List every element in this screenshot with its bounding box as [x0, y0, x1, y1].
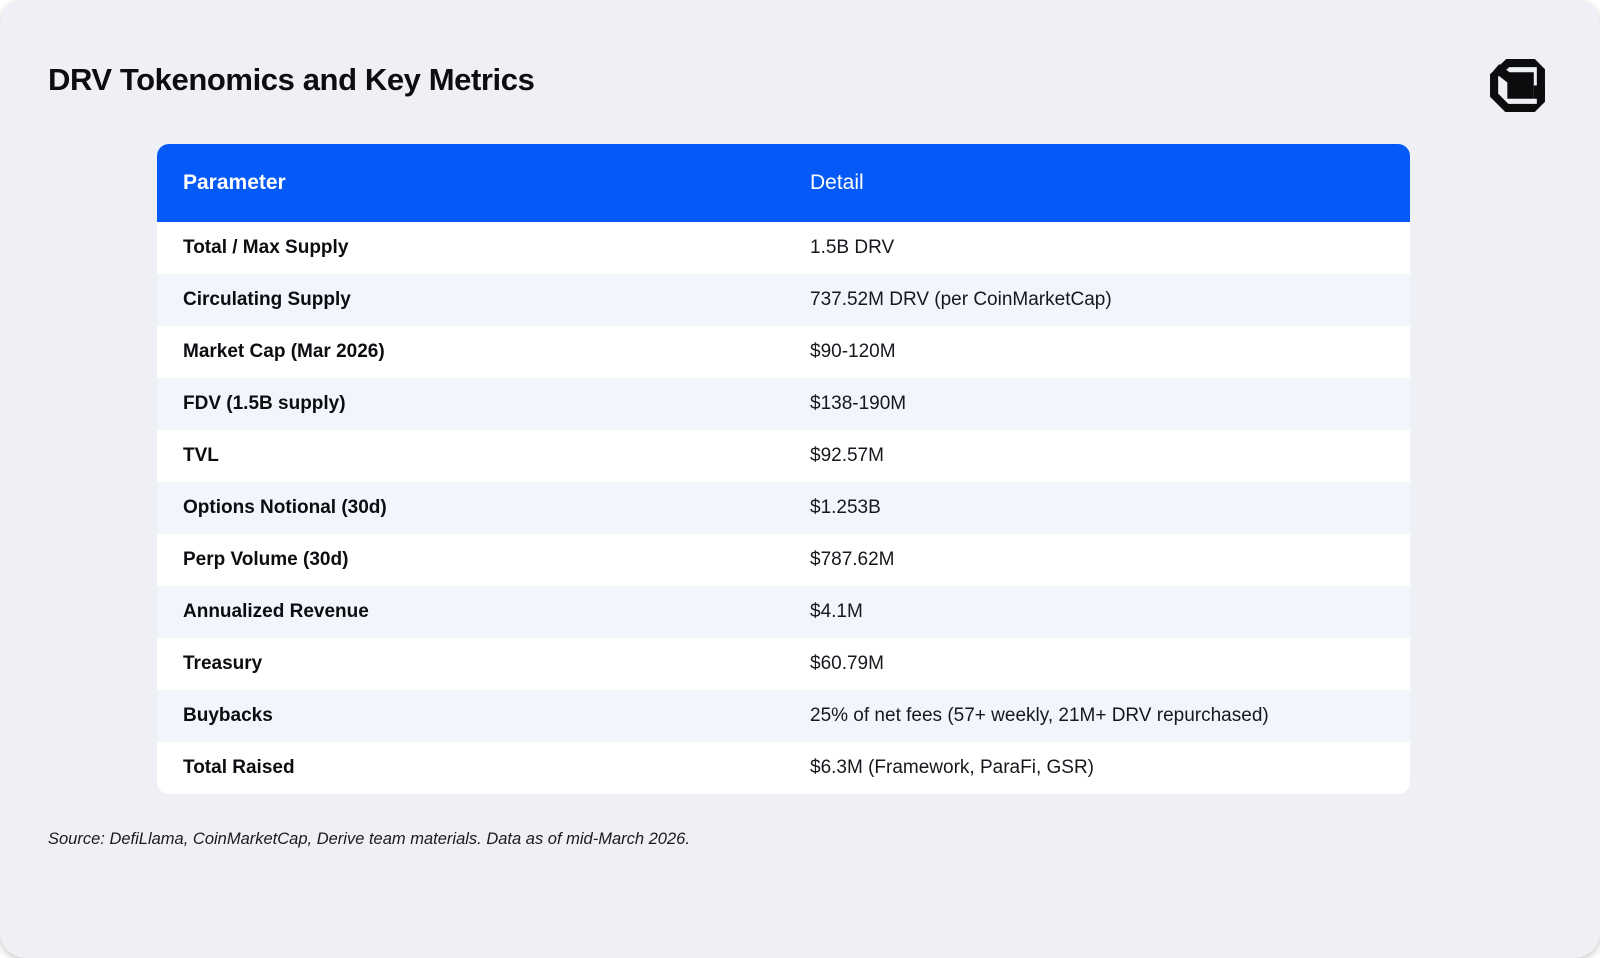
- detail-cell: $6.3M (Framework, ParaFi, GSR): [810, 757, 1094, 778]
- table-row: Buybacks 25% of net fees (57+ weekly, 21M…: [157, 690, 1410, 742]
- detail-cell: $92.57M: [810, 445, 884, 466]
- table-row: FDV (1.5B supply) $138-190M: [157, 378, 1410, 430]
- detail-cell: $138-190M: [810, 393, 907, 414]
- table-row: Market Cap (Mar 2026) $90-120M: [157, 326, 1410, 378]
- detail-cell: $4.1M: [810, 601, 863, 622]
- parameter-cell: Market Cap (Mar 2026): [183, 341, 385, 362]
- detail-cell: 1.5B DRV: [810, 237, 895, 258]
- table-row: Total / Max Supply 1.5B DRV: [157, 222, 1410, 274]
- parameter-cell: TVL: [183, 445, 219, 466]
- parameter-cell: Buybacks: [183, 705, 273, 726]
- parameter-cell: Options Notional (30d): [183, 497, 387, 518]
- parameter-cell: FDV (1.5B supply): [183, 393, 346, 414]
- table-row: Treasury $60.79M: [157, 638, 1410, 690]
- detail-cell: $1.253B: [810, 497, 881, 518]
- page-title: DRV Tokenomics and Key Metrics: [48, 62, 535, 97]
- detail-cell: $60.79M: [810, 653, 884, 674]
- parameter-cell: Circulating Supply: [183, 289, 351, 310]
- parameter-cell: Total Raised: [183, 757, 295, 778]
- parameter-cell: Treasury: [183, 653, 263, 674]
- detail-cell: $90-120M: [810, 341, 896, 362]
- detail-cell: 25% of net fees (57+ weekly, 21M+ DRV re…: [810, 705, 1269, 726]
- table-row: Perp Volume (30d) $787.62M: [157, 534, 1410, 586]
- parameter-cell: Perp Volume (30d): [183, 549, 349, 570]
- column-header-parameter: Parameter: [183, 171, 286, 194]
- table-row: Total Raised $6.3M (Framework, ParaFi, GS…: [157, 742, 1410, 794]
- source-note: Source: DefiLlama, CoinMarketCap, Derive…: [48, 830, 690, 848]
- table-row: Annualized Revenue $4.1M: [157, 586, 1410, 638]
- table-row: Options Notional (30d) $1.253B: [157, 482, 1410, 534]
- table-body: Total / Max Supply 1.5B DRV Circulating Su…: [157, 222, 1410, 794]
- detail-cell: $787.62M: [810, 549, 895, 570]
- table-header-row: Parameter Detail: [157, 144, 1410, 222]
- table-row: Circulating Supply 737.52M DRV (per CoinM…: [157, 274, 1410, 326]
- detail-cell: 737.52M DRV (per CoinMarketCap): [810, 289, 1112, 310]
- tokenomics-table: Parameter Detail Total / Max Supply 1.5B …: [157, 144, 1410, 794]
- parameter-cell: Annualized Revenue: [183, 601, 369, 622]
- brand-logo-icon: [1489, 58, 1546, 113]
- table-row: TVL $92.57M: [157, 430, 1410, 482]
- column-header-detail: Detail: [810, 171, 864, 194]
- parameter-cell: Total / Max Supply: [183, 237, 349, 258]
